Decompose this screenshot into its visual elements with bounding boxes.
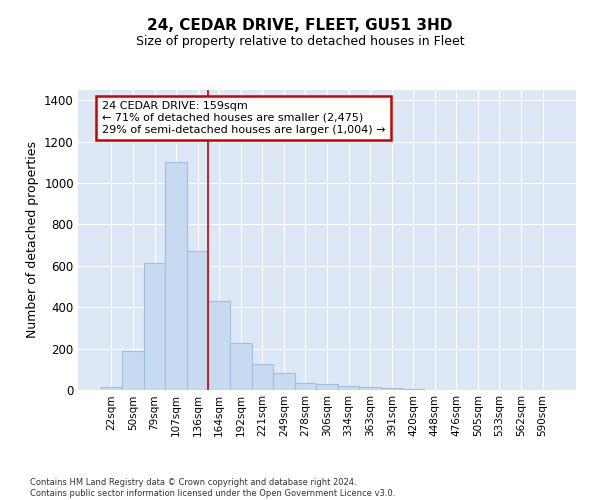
Bar (338, 386, 359, 390)
Bar (101, 387, 122, 390)
Bar (381, 388, 403, 390)
Text: Size of property relative to detached houses in Fleet: Size of property relative to detached ho… (136, 35, 464, 48)
Bar (122, 350, 144, 390)
Bar (208, 301, 230, 390)
Text: 24, CEDAR DRIVE, FLEET, GU51 3HD: 24, CEDAR DRIVE, FLEET, GU51 3HD (148, 18, 452, 32)
Bar (166, 162, 187, 390)
Bar (273, 374, 295, 390)
Y-axis label: Number of detached properties: Number of detached properties (26, 142, 38, 338)
Bar (187, 252, 208, 390)
Text: Contains HM Land Registry data © Crown copyright and database right 2024.
Contai: Contains HM Land Registry data © Crown c… (30, 478, 395, 498)
Bar (251, 364, 273, 390)
Bar (295, 383, 316, 390)
Bar (359, 387, 381, 390)
Bar (403, 389, 424, 390)
Text: 24 CEDAR DRIVE: 159sqm
← 71% of detached houses are smaller (2,475)
29% of semi-: 24 CEDAR DRIVE: 159sqm ← 71% of detached… (102, 102, 385, 134)
Bar (316, 384, 338, 390)
Bar (230, 344, 251, 390)
Bar (144, 263, 166, 390)
